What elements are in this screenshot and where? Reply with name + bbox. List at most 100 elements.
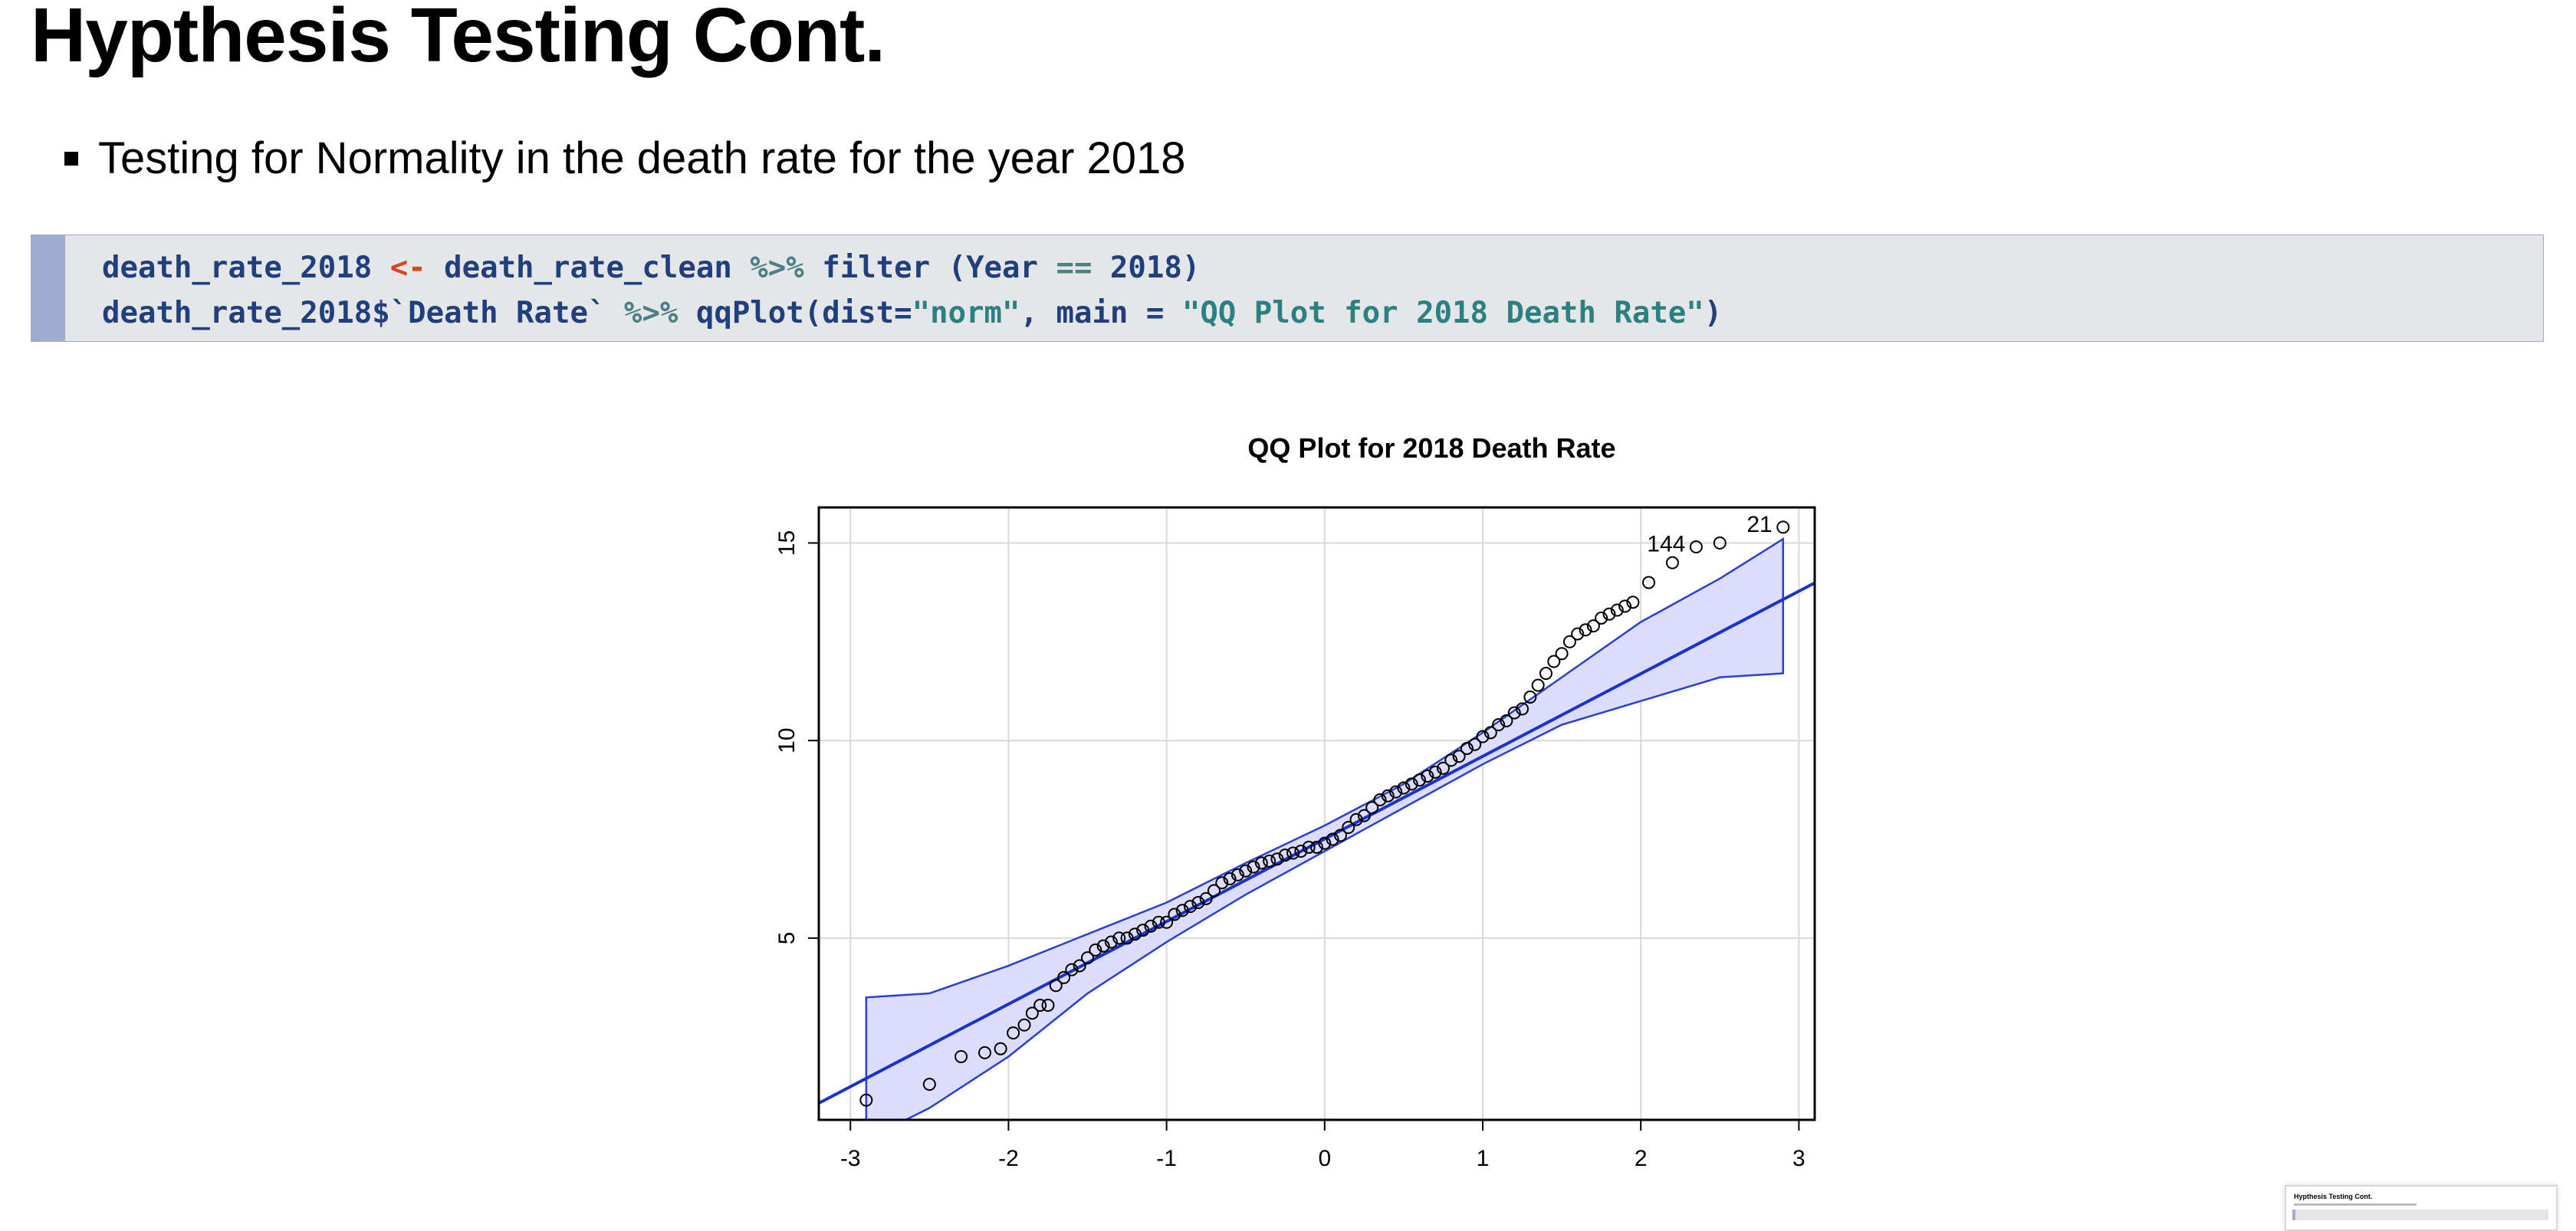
data-point (1199, 891, 1213, 905)
data-point (1713, 536, 1727, 550)
code-token: death_rate_clean (426, 251, 751, 285)
data-point (1595, 611, 1608, 625)
data-point (1452, 750, 1466, 763)
data-point (1025, 1006, 1039, 1020)
data-point (1041, 999, 1055, 1013)
point-label: 21 (1746, 512, 1772, 537)
code-line-2: death_rate_2018$`Death Rate` %>% qqPlot(… (102, 291, 1722, 336)
data-point (1642, 576, 1655, 589)
data-point (1531, 678, 1545, 692)
code-token: , main = (1020, 296, 1182, 330)
data-point (1523, 690, 1537, 704)
data-point (1168, 908, 1181, 921)
data-point (1413, 773, 1427, 787)
data-point (1263, 854, 1276, 868)
data-point (1365, 801, 1379, 815)
code-token: death_rate_2018 (102, 251, 390, 285)
data-point (859, 1093, 873, 1107)
data-point (1484, 726, 1497, 740)
plot-frame (817, 506, 1816, 1121)
data-point (994, 1042, 1007, 1055)
data-point (955, 1050, 968, 1064)
data-point (1397, 781, 1411, 795)
data-point (1230, 868, 1244, 881)
code-token: ) (1181, 251, 1201, 285)
code-string: "QQ Plot for 2018 Death Rate" (1181, 296, 1704, 330)
data-point (1342, 821, 1355, 835)
data-point (1144, 919, 1158, 933)
chart-title: QQ Plot for 2018 Death Rate (1247, 432, 1615, 464)
data-point (1184, 900, 1198, 914)
slide-title: Hypthesis Testing Cont. (31, 0, 886, 78)
data-point (1223, 872, 1237, 886)
data-point (1254, 856, 1268, 870)
data-point (1389, 785, 1403, 799)
code-line-1: death_rate_2018 <- death_rate_clean %>% … (102, 245, 1722, 291)
square-bullet-icon (64, 152, 78, 166)
data-point (1555, 647, 1569, 661)
data-point (1136, 924, 1150, 937)
code-block-accent-bar (31, 235, 65, 341)
data-point (1579, 623, 1592, 637)
data-point (1128, 927, 1142, 941)
data-point (1160, 915, 1174, 929)
data-point (1112, 931, 1126, 945)
data-point (1294, 844, 1308, 858)
thumbnail-bullet (2294, 1203, 2417, 1206)
data-point (1278, 849, 1292, 862)
data-point (1436, 761, 1450, 775)
data-point (1215, 876, 1229, 890)
data-point (1318, 836, 1332, 850)
data-point (1104, 935, 1118, 949)
data-point (1333, 829, 1347, 842)
data-point (1539, 667, 1552, 681)
data-point (1207, 884, 1221, 898)
data-point (1017, 1018, 1031, 1032)
x-tick-label: 2 (1635, 1146, 1648, 1171)
data-point (1571, 627, 1585, 641)
y-tick-label: 15 (774, 530, 800, 556)
data-point (1073, 959, 1086, 973)
thumbnail-title: Hypthesis Testing Cont. (2294, 1193, 2373, 1200)
data-point (922, 1078, 936, 1091)
code-equality-operator: == (1056, 251, 1092, 285)
data-point (1610, 603, 1624, 617)
data-point (1500, 714, 1513, 727)
data-point (1302, 840, 1316, 854)
data-point (1547, 655, 1561, 668)
reference-line (819, 581, 1815, 1105)
data-point (1033, 999, 1047, 1013)
x-tick-label: -2 (998, 1146, 1019, 1171)
data-point (1007, 1026, 1020, 1040)
data-point (1310, 840, 1323, 854)
data-point (1089, 943, 1102, 957)
code-token: death_rate_2018$`Death Rate` (102, 296, 624, 330)
x-tick-label: -3 (840, 1146, 861, 1171)
thumbnail-code-block (2292, 1210, 2548, 1220)
data-point (1428, 765, 1442, 779)
code-token: filter (Year (803, 251, 1056, 285)
data-point (1349, 812, 1363, 826)
code-token: ) (1704, 296, 1723, 330)
bullet-text: Testing for Normality in the death rate … (98, 133, 1186, 183)
plot-area (819, 507, 1815, 1120)
y-tick-label: 5 (774, 932, 800, 945)
data-point (1507, 706, 1521, 720)
data-point (1175, 904, 1189, 918)
data-point (1602, 607, 1616, 621)
data-point (1468, 737, 1482, 751)
slide-thumbnail[interactable]: Hypthesis Testing Cont. (2285, 1185, 2558, 1231)
data-point (1057, 970, 1071, 984)
x-tick-label: 0 (1318, 1146, 1331, 1171)
y-tick-label: 10 (774, 727, 800, 753)
bullet-item: Testing for Normality in the death rate … (64, 132, 1186, 185)
data-point (1618, 599, 1632, 613)
data-point (1357, 809, 1371, 822)
code-assign-operator: <- (389, 251, 426, 285)
data-point (1120, 931, 1134, 945)
data-point (1665, 556, 1679, 570)
x-tick-label: 1 (1477, 1146, 1490, 1171)
data-point (1286, 846, 1300, 860)
data-point (1476, 730, 1490, 744)
data-point (1096, 939, 1110, 953)
